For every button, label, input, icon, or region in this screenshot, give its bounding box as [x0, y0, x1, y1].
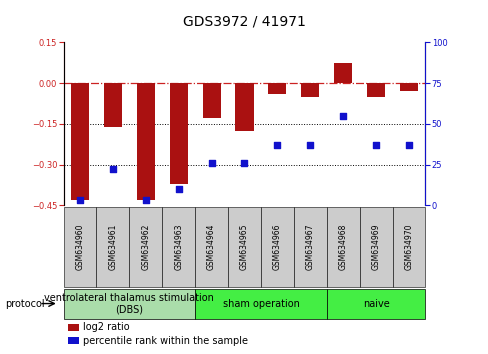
Text: GSM634970: GSM634970 [404, 224, 413, 270]
Text: GDS3972 / 41971: GDS3972 / 41971 [183, 14, 305, 28]
Bar [235, 83, 253, 131]
Text: GSM634966: GSM634966 [272, 224, 281, 270]
Bar [268, 83, 286, 94]
Bar [137, 83, 155, 200]
Bar [333, 63, 351, 83]
Point [76, 198, 84, 203]
Text: naive: naive [362, 298, 388, 309]
Point [240, 160, 248, 166]
Point [142, 198, 149, 203]
Text: protocol: protocol [5, 298, 44, 309]
Text: GSM634965: GSM634965 [240, 224, 248, 270]
Bar [366, 83, 385, 97]
Point [273, 142, 281, 148]
Point [371, 142, 379, 148]
Text: GSM634967: GSM634967 [305, 224, 314, 270]
Bar [71, 83, 89, 200]
Bar [301, 83, 319, 97]
Text: GSM634969: GSM634969 [371, 224, 380, 270]
Bar [103, 83, 122, 127]
Text: GSM634961: GSM634961 [108, 224, 117, 270]
Bar [399, 83, 417, 91]
Point [404, 142, 412, 148]
Text: GSM634968: GSM634968 [338, 224, 347, 270]
Bar [169, 83, 187, 184]
Text: GSM634963: GSM634963 [174, 224, 183, 270]
Point [207, 160, 215, 166]
Text: sham operation: sham operation [222, 298, 299, 309]
Text: percentile rank within the sample: percentile rank within the sample [83, 336, 247, 346]
Text: ventrolateral thalamus stimulation
(DBS): ventrolateral thalamus stimulation (DBS) [44, 293, 214, 314]
Text: GSM634960: GSM634960 [75, 224, 84, 270]
Bar [202, 83, 220, 119]
Text: GSM634964: GSM634964 [207, 224, 216, 270]
Point [306, 142, 314, 148]
Text: GSM634962: GSM634962 [141, 224, 150, 270]
Text: log2 ratio: log2 ratio [83, 322, 129, 332]
Point [339, 113, 346, 119]
Point [174, 186, 182, 192]
Point [109, 167, 117, 172]
